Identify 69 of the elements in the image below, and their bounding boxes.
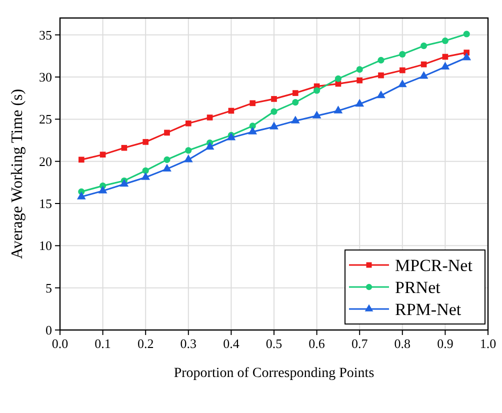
legend-label: RPM-Net bbox=[395, 300, 462, 319]
point bbox=[356, 77, 363, 84]
point bbox=[420, 42, 428, 50]
point bbox=[121, 144, 128, 151]
point bbox=[271, 96, 277, 102]
point bbox=[185, 147, 192, 154]
y-tick-label: 25 bbox=[39, 112, 52, 127]
point bbox=[420, 61, 427, 68]
x-tick-label: 0.6 bbox=[308, 336, 326, 351]
x-axis-title: Proportion of Corresponding Points bbox=[174, 366, 374, 381]
x-tick-label: 0.9 bbox=[437, 336, 454, 351]
point bbox=[356, 66, 363, 73]
point bbox=[378, 56, 384, 64]
point bbox=[378, 72, 384, 78]
x-tick-label: 1.0 bbox=[480, 336, 496, 351]
point bbox=[120, 179, 129, 187]
y-tick-label: 10 bbox=[39, 238, 52, 254]
point bbox=[76, 192, 86, 200]
x-tick-label: 0.2 bbox=[137, 336, 154, 351]
point bbox=[142, 139, 149, 145]
point bbox=[290, 116, 300, 124]
point bbox=[376, 90, 386, 98]
point bbox=[399, 50, 406, 58]
y-axis-title: Average Working Time (s) bbox=[9, 88, 26, 260]
point bbox=[463, 30, 470, 38]
x-tick-label: 0.4 bbox=[223, 336, 240, 351]
point bbox=[142, 167, 149, 174]
point bbox=[462, 52, 472, 60]
x-tick-label: 0.8 bbox=[394, 336, 411, 351]
point bbox=[355, 98, 364, 107]
point bbox=[205, 142, 214, 150]
x-tick-label: 0.0 bbox=[52, 336, 68, 351]
legend-label: PRNet bbox=[395, 278, 441, 297]
legend-label: MPCR-Net bbox=[395, 256, 473, 275]
point bbox=[248, 126, 258, 134]
point bbox=[419, 71, 428, 79]
point bbox=[98, 186, 108, 194]
point bbox=[184, 154, 193, 162]
point bbox=[164, 130, 170, 136]
point bbox=[442, 37, 448, 44]
point bbox=[334, 75, 342, 82]
point bbox=[314, 87, 320, 94]
point bbox=[270, 108, 278, 115]
point bbox=[185, 120, 192, 126]
point bbox=[312, 110, 322, 118]
x-tick-label: 0.3 bbox=[180, 336, 197, 351]
y-tick-label: 35 bbox=[39, 27, 52, 42]
point bbox=[162, 164, 172, 172]
y-tick-label: 20 bbox=[39, 154, 52, 169]
x-tick-label: 0.5 bbox=[266, 336, 282, 351]
x-tick-label: 0.1 bbox=[94, 336, 111, 351]
point bbox=[399, 67, 406, 74]
y-tick-label: 5 bbox=[46, 280, 52, 296]
point bbox=[440, 62, 450, 70]
point bbox=[270, 122, 278, 130]
point bbox=[250, 100, 256, 106]
point bbox=[141, 172, 150, 180]
x-tick-label: 0.7 bbox=[351, 336, 368, 351]
point bbox=[206, 114, 213, 120]
point bbox=[78, 156, 84, 163]
point bbox=[164, 156, 170, 163]
point bbox=[398, 80, 407, 88]
y-tick-label: 30 bbox=[39, 70, 52, 85]
point bbox=[334, 106, 343, 114]
point bbox=[100, 152, 106, 158]
point bbox=[292, 99, 299, 106]
point bbox=[292, 90, 298, 96]
y-tick-label: 15 bbox=[39, 196, 52, 212]
y-tick-label: 0 bbox=[46, 322, 52, 338]
